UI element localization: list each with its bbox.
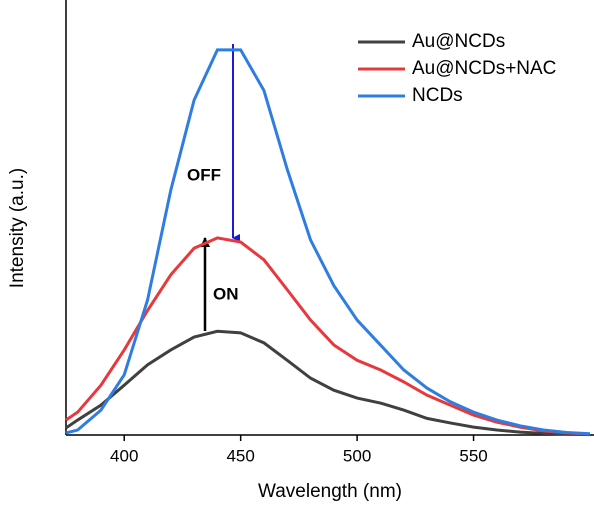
series-line [65,236,591,436]
x-tick-label: 550 [459,446,487,465]
x-tick-label: 500 [343,446,371,465]
series-line [65,48,591,436]
y-axis-label: Intensity (a.u.) [7,168,28,288]
legend-label: NCDs [412,85,463,106]
x-tick-label: 450 [226,446,254,465]
x-axis-label: Wavelength (nm) [258,481,402,502]
x-tick-label: 400 [110,446,138,465]
legend-label: Au@NCDs [412,31,505,52]
annotation: OFF [187,165,221,184]
legend-label: Au@NCDs+NAC [412,58,556,79]
annotation: ON [213,284,239,303]
series-line [65,329,591,437]
